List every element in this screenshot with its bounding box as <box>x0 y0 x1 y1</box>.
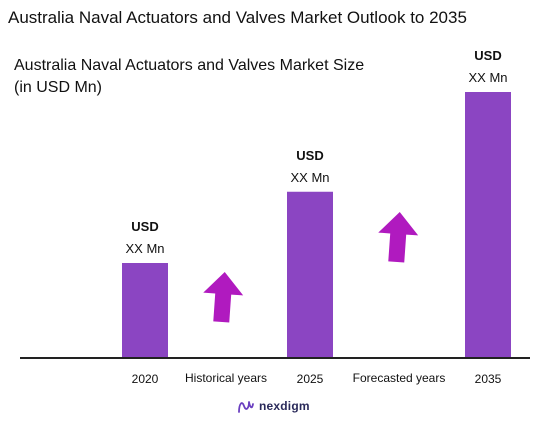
period-label: Historical years <box>185 371 267 385</box>
page-title: Australia Naval Actuators and Valves Mar… <box>8 8 467 27</box>
chart-subtitle-line1: Australia Naval Actuators and Valves Mar… <box>14 57 365 74</box>
nexdigm-logo-icon <box>238 401 254 413</box>
bar-2035 <box>465 92 511 358</box>
brand-logo: nexdigm <box>237 398 310 414</box>
growth-arrow-icon <box>203 272 244 323</box>
category-label: 2020 <box>132 372 159 386</box>
value-label-amount: XX Mn <box>468 70 507 85</box>
bar-2020 <box>122 263 168 358</box>
growth-arrow-icon <box>378 212 419 263</box>
category-label: 2035 <box>475 372 502 386</box>
value-label-currency: USD <box>474 48 501 63</box>
value-label-amount: XX Mn <box>125 241 164 256</box>
bar-2025 <box>287 191 333 358</box>
growth-arrow-icon-shape <box>203 272 244 323</box>
value-label-currency: USD <box>296 148 323 163</box>
brand-name: nexdigm <box>259 399 310 413</box>
growth-arrow-icon-shape <box>378 212 419 263</box>
category-label: 2025 <box>297 372 324 386</box>
value-label-currency: USD <box>131 219 158 234</box>
chart-subtitle: Australia Naval Actuators and Valves Mar… <box>14 55 364 99</box>
value-label-amount: XX Mn <box>290 170 329 185</box>
chart-subtitle-line2: (in USD Mn) <box>14 79 103 96</box>
period-label: Forecasted years <box>353 371 446 385</box>
